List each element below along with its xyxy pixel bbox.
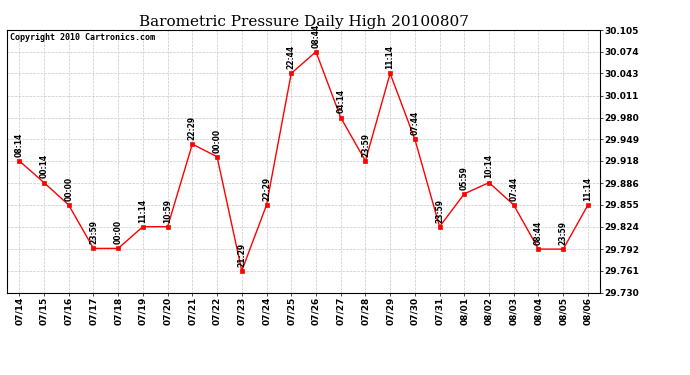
Text: 07:44: 07:44 [411, 111, 420, 135]
Text: 08:44: 08:44 [311, 23, 320, 48]
Text: 23:59: 23:59 [361, 133, 370, 157]
Text: 22:29: 22:29 [262, 177, 271, 201]
Text: 22:29: 22:29 [188, 116, 197, 140]
Text: 00:00: 00:00 [64, 177, 73, 201]
Text: 23:59: 23:59 [559, 221, 568, 245]
Text: 11:14: 11:14 [584, 177, 593, 201]
Text: 10:14: 10:14 [484, 154, 493, 178]
Text: 08:14: 08:14 [14, 132, 23, 157]
Text: 23:59: 23:59 [89, 220, 98, 244]
Text: 08:44: 08:44 [534, 220, 543, 245]
Title: Barometric Pressure Daily High 20100807: Barometric Pressure Daily High 20100807 [139, 15, 469, 29]
Text: 11:14: 11:14 [386, 45, 395, 69]
Text: 00:00: 00:00 [114, 220, 123, 244]
Text: 23:59: 23:59 [435, 198, 444, 222]
Text: 07:44: 07:44 [509, 177, 518, 201]
Text: 21:29: 21:29 [237, 243, 246, 267]
Text: 00:14: 00:14 [39, 154, 48, 178]
Text: 10:59: 10:59 [163, 198, 172, 222]
Text: 00:00: 00:00 [213, 128, 221, 153]
Text: Copyright 2010 Cartronics.com: Copyright 2010 Cartronics.com [10, 33, 155, 42]
Text: 04:14: 04:14 [336, 89, 345, 113]
Text: 05:59: 05:59 [460, 166, 469, 190]
Text: 22:44: 22:44 [287, 45, 296, 69]
Text: 11:14: 11:14 [139, 198, 148, 222]
